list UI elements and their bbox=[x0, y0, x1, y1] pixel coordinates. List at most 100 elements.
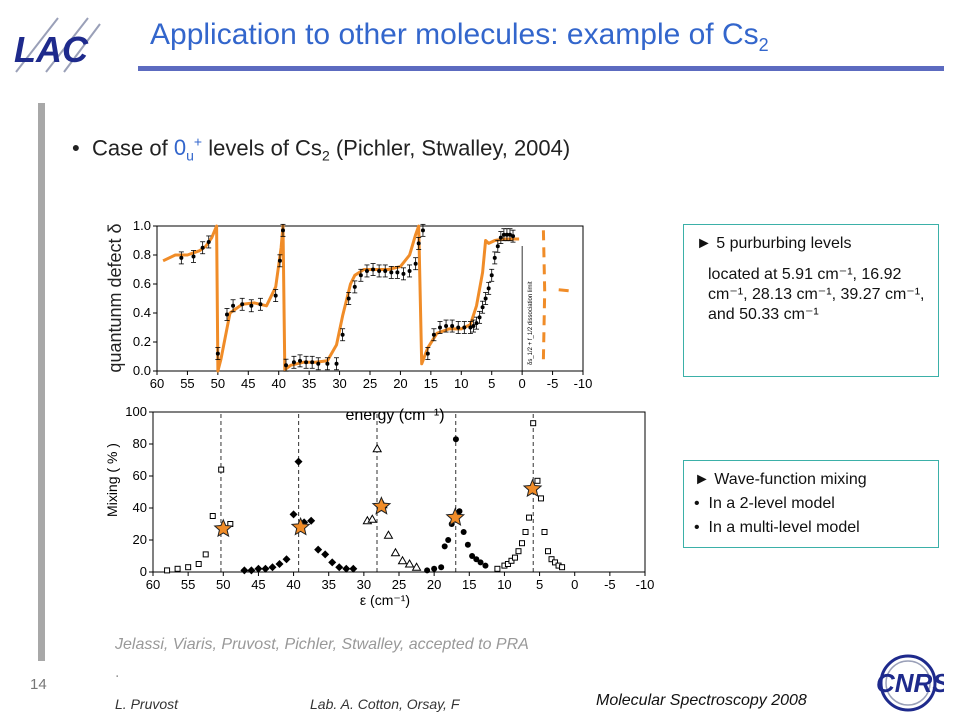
x-tick-label: -10 bbox=[636, 577, 655, 592]
data-point bbox=[501, 232, 506, 237]
marker-open-square bbox=[209, 513, 216, 519]
data-point bbox=[383, 268, 388, 273]
plot-frame bbox=[156, 225, 584, 372]
data-point bbox=[450, 324, 455, 329]
data-point bbox=[280, 228, 285, 233]
marker-filled-circle bbox=[456, 508, 463, 515]
x-tick-label: -5 bbox=[547, 376, 559, 391]
marker-filled-diamond bbox=[307, 516, 316, 525]
x-tick-label: 25 bbox=[392, 577, 406, 592]
bullet-point: • Case of 0u+ levels of Cs2 (Pichler, St… bbox=[72, 134, 570, 164]
data-point bbox=[358, 273, 363, 278]
data-point bbox=[407, 268, 412, 273]
slide-title: Application to other molecules: example … bbox=[150, 18, 769, 56]
info-box-wavefunction-mixing: ► Wave-function mixing • In a 2-level mo… bbox=[683, 460, 939, 548]
x-axis-label: energy (cm⁻¹) bbox=[345, 407, 444, 424]
x-tick-label: 5 bbox=[536, 577, 543, 592]
marker-filled-circle bbox=[424, 567, 431, 574]
x-tick-label: 60 bbox=[146, 577, 160, 592]
data-point bbox=[413, 261, 418, 266]
marker-filled-diamond bbox=[254, 564, 263, 573]
marker-filled-circle bbox=[460, 529, 467, 535]
marker-open-triangle bbox=[383, 530, 394, 539]
data-point bbox=[425, 351, 430, 356]
marker-filled-diamond bbox=[314, 545, 323, 554]
data-point bbox=[224, 312, 229, 317]
fit-curve-line bbox=[162, 224, 520, 373]
data-point bbox=[483, 296, 488, 301]
data-point bbox=[340, 332, 345, 337]
marker-filled-circle bbox=[477, 559, 484, 566]
y-tick-label: 0.4 bbox=[133, 305, 151, 320]
data-point bbox=[277, 258, 282, 263]
x-tick-label: 10 bbox=[497, 577, 511, 592]
x-tick-label: 55 bbox=[181, 577, 195, 592]
x-tick-label: 50 bbox=[216, 577, 230, 592]
data-point bbox=[304, 360, 309, 365]
data-point bbox=[389, 270, 394, 275]
y-tick-label: 100 bbox=[125, 404, 147, 419]
x-tick-label: 10 bbox=[454, 376, 468, 391]
data-point bbox=[471, 324, 476, 329]
marker-open-square bbox=[530, 420, 537, 427]
plot-mixing: 60 55 50 45 40 35 30 25 20 15 10 5 0 -5 -1002040608010… bbox=[104, 404, 654, 608]
x-tick-label: 15 bbox=[462, 577, 476, 592]
x-tick-label: 35 bbox=[321, 577, 335, 592]
marker-open-square bbox=[494, 565, 501, 572]
y-tick-label: 0.6 bbox=[133, 276, 151, 291]
x-tick-label: 40 bbox=[286, 577, 300, 592]
data-point bbox=[416, 241, 421, 246]
title-underline bbox=[138, 66, 944, 71]
left-accent-bar bbox=[38, 103, 45, 661]
marker-open-square bbox=[511, 554, 518, 561]
marker-open-square bbox=[218, 466, 225, 473]
data-point bbox=[325, 361, 330, 366]
data-point bbox=[511, 234, 516, 239]
x-tick-label: 55 bbox=[180, 376, 194, 391]
x-tick-label: 5 bbox=[488, 376, 495, 391]
marker-orange-star bbox=[371, 496, 392, 515]
data-point bbox=[395, 270, 400, 275]
data-point bbox=[489, 273, 494, 278]
marker-filled-circle bbox=[469, 553, 476, 559]
plot-frame bbox=[152, 411, 646, 573]
x-tick-label: 20 bbox=[427, 577, 441, 592]
marker-open-square bbox=[185, 564, 192, 571]
marker-filled-diamond bbox=[300, 518, 309, 527]
citation: Jelassi, Viaris, Pruvost, Pichler, Stwal… bbox=[115, 636, 529, 653]
dissociation-limit-annotation: δs_1/2 + f_1/2 dissociation limit bbox=[528, 281, 534, 365]
info-box-levels-body: located at 5.91 cm⁻¹, 16.92 cm⁻¹, 28.13 … bbox=[708, 266, 925, 323]
cnrs-logo-text: CNRS bbox=[876, 668, 944, 698]
figure-quantum-defect-and-mixing: 60 55 50 45 40 35 30 25 20 15 10 5 0 -5 -100.00.20.40.… bbox=[104, 218, 654, 608]
marker-filled-circle bbox=[473, 556, 480, 563]
y-tick-label: 0.0 bbox=[133, 363, 151, 378]
marker-orange-star bbox=[213, 518, 234, 538]
info-box-levels-heading: ► 5 purburbing levels bbox=[696, 235, 852, 252]
data-point bbox=[507, 232, 512, 237]
marker-open-square bbox=[541, 529, 548, 535]
marker-filled-circle bbox=[464, 541, 471, 548]
info-box-mixing-item: • In a multi-level model bbox=[694, 519, 860, 536]
x-tick-label: -10 bbox=[574, 376, 593, 391]
data-point bbox=[477, 315, 482, 320]
marker-open-square bbox=[548, 556, 555, 563]
data-point bbox=[206, 239, 211, 244]
marker-filled-circle bbox=[452, 436, 459, 443]
data-point bbox=[316, 361, 321, 366]
marker-filled-circle bbox=[438, 564, 445, 571]
marker-filled-circle bbox=[482, 562, 489, 569]
data-point bbox=[334, 361, 339, 366]
y-axis-label: quantunm defect δ bbox=[105, 223, 125, 372]
slide-title-main: Application to other molecules: example … bbox=[150, 18, 759, 51]
marker-filled-circle bbox=[441, 543, 448, 550]
x-tick-label: 0 bbox=[519, 376, 526, 391]
data-point bbox=[437, 325, 442, 330]
marker-open-square bbox=[164, 567, 171, 574]
data-point bbox=[200, 245, 205, 250]
data-point bbox=[495, 244, 500, 249]
marker-open-square bbox=[515, 548, 522, 555]
data-point bbox=[258, 302, 263, 307]
bullet-text-3: (Pichler, Stwalley, 2004) bbox=[329, 135, 571, 161]
y-tick-label: 0 bbox=[140, 564, 147, 579]
bullet-text-2: levels of Cs bbox=[202, 135, 322, 161]
